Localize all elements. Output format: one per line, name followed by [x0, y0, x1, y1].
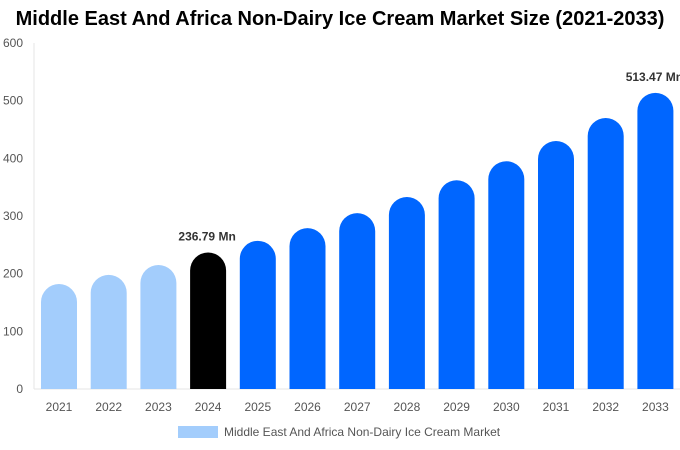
y-tick-label: 0 [16, 382, 23, 396]
y-tick-label: 500 [3, 94, 23, 108]
y-tick-label: 200 [3, 267, 23, 281]
x-tick-label: 2022 [95, 400, 122, 414]
x-tick-label: 2030 [493, 400, 520, 414]
legend: Middle East And Africa Non-Dairy Ice Cre… [178, 425, 500, 439]
x-tick-label: 2024 [195, 400, 222, 414]
legend-swatch [178, 426, 218, 438]
y-tick-label: 600 [3, 36, 23, 50]
bar-2030 [488, 161, 525, 389]
bar-2021 [41, 284, 77, 389]
x-tick-label: 2026 [294, 400, 321, 414]
x-tick-label: 2029 [443, 400, 470, 414]
legend-label: Middle East And Africa Non-Dairy Ice Cre… [224, 425, 501, 439]
bar-2023 [140, 265, 177, 389]
bar-2032 [587, 117, 624, 389]
x-tick-label: 2033 [642, 400, 669, 414]
bar-2033 [637, 92, 674, 390]
bar-2024 [190, 252, 227, 389]
x-tick-label: 2023 [145, 400, 172, 414]
x-tick-label: 2031 [543, 400, 570, 414]
data-label: 513.47 Mn [626, 70, 680, 84]
y-tick-label: 100 [3, 324, 23, 338]
bar-2029 [438, 180, 475, 389]
bar-2022 [90, 274, 127, 389]
x-tick-label: 2025 [244, 400, 271, 414]
bar-2031 [538, 141, 574, 389]
bar-2027 [339, 213, 376, 389]
bar-2025 [239, 240, 276, 389]
x-tick-label: 2028 [394, 400, 421, 414]
x-tick-label: 2032 [592, 400, 619, 414]
bar-2028 [388, 196, 425, 389]
x-tick-label: 2027 [344, 400, 371, 414]
chart-title: Middle East And Africa Non-Dairy Ice Cre… [15, 8, 665, 30]
y-tick-label: 300 [3, 209, 23, 223]
x-tick-label: 2021 [46, 400, 73, 414]
data-label: 236.79 Mn [178, 229, 235, 243]
y-tick-label: 400 [3, 151, 23, 165]
bar-2026 [289, 228, 326, 389]
